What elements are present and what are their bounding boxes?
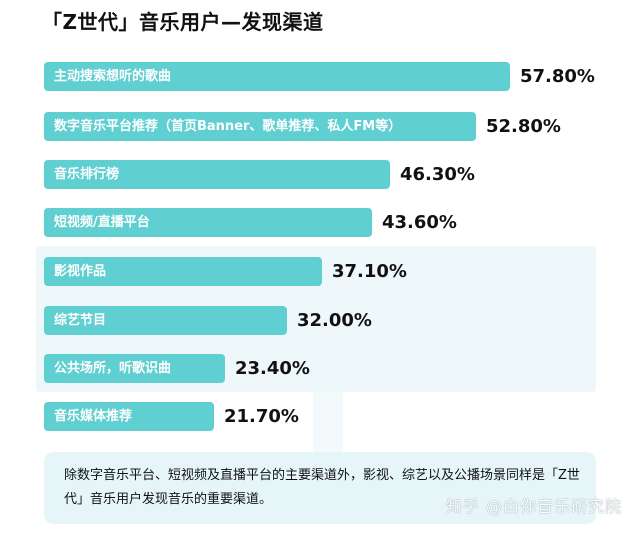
bar-row: 数字音乐平台推荐（首页Banner、歌单推荐、私人FM等） 52.80%: [44, 112, 604, 141]
bar-value: 57.80%: [520, 66, 595, 87]
bar: 音乐媒体推荐: [44, 402, 214, 431]
bar-value: 23.40%: [235, 358, 310, 379]
bar-row: 主动搜索想听的歌曲 57.80%: [44, 62, 604, 91]
bar: 短视频/直播平台: [44, 208, 372, 237]
bar-row: 影视作品 37.10%: [44, 257, 604, 286]
caption-text: 除数字音乐平台、短视频及直播平台的主要渠道外，影视、综艺以及公播场景同样是「Z世…: [64, 468, 580, 507]
bar-value: 52.80%: [486, 116, 561, 137]
bar-row: 音乐排行榜 46.30%: [44, 160, 604, 189]
bar: 综艺节目: [44, 306, 287, 335]
bar: 公共场所，听歌识曲: [44, 354, 225, 383]
bar: 主动搜索想听的歌曲: [44, 62, 510, 91]
watermark: 知乎 @由你音乐研究院: [445, 497, 622, 516]
bar-label: 音乐媒体推荐: [54, 409, 133, 424]
bar-row: 短视频/直播平台 43.60%: [44, 208, 604, 237]
chart-title: 「Z世代」音乐用户—发现渠道: [42, 10, 324, 34]
callout-stem: [313, 392, 343, 452]
bar: 影视作品: [44, 257, 322, 286]
bar-value: 43.60%: [382, 212, 457, 233]
bar-row: 综艺节目 32.00%: [44, 306, 604, 335]
bar: 音乐排行榜: [44, 160, 390, 189]
bar-row: 公共场所，听歌识曲 23.40%: [44, 354, 604, 383]
bar-label: 综艺节目: [54, 313, 107, 328]
bar-row: 音乐媒体推荐 21.70%: [44, 402, 604, 431]
bar-value: 32.00%: [297, 310, 372, 331]
bar-label: 数字音乐平台推荐（首页Banner、歌单推荐、私人FM等）: [54, 119, 402, 134]
bar-value: 21.70%: [224, 406, 299, 427]
bar-label: 影视作品: [54, 264, 107, 279]
bar-value: 46.30%: [400, 164, 475, 185]
bar-label: 音乐排行榜: [54, 167, 120, 182]
bar-label: 短视频/直播平台: [54, 215, 150, 230]
bar-value: 37.10%: [332, 261, 407, 282]
bar-label: 公共场所，听歌识曲: [54, 361, 172, 376]
bar-label: 主动搜索想听的歌曲: [54, 69, 172, 84]
caption-box: 除数字音乐平台、短视频及直播平台的主要渠道外，影视、综艺以及公播场景同样是「Z世…: [44, 452, 596, 524]
bar: 数字音乐平台推荐（首页Banner、歌单推荐、私人FM等）: [44, 112, 476, 141]
